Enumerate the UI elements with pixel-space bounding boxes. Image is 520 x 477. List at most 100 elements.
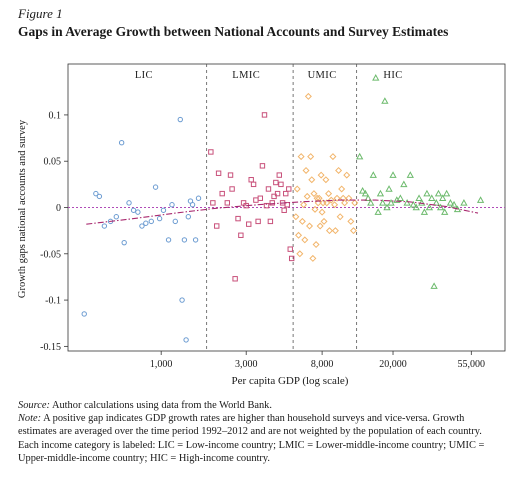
- point-lmic-15: [250, 181, 257, 188]
- point-hic-0: [356, 152, 364, 160]
- x-axis-label: Per capita GDP (log scale): [232, 375, 349, 387]
- point-umic-15: [310, 190, 318, 198]
- point-umic-6: [300, 201, 308, 209]
- point-lic-18: [169, 202, 175, 208]
- point-hic-7: [374, 208, 382, 215]
- point-lic-19: [172, 218, 178, 225]
- point-hic-32: [439, 194, 447, 201]
- point-hic-3: [364, 194, 372, 201]
- point-hic-36: [450, 200, 458, 208]
- point-lmic-25: [271, 193, 277, 200]
- series-hic: [356, 74, 485, 289]
- point-lic-16: [160, 207, 167, 213]
- y-tick-label-3: -0.05: [40, 249, 61, 260]
- point-lmic-13: [246, 221, 252, 227]
- point-umic-20: [315, 194, 323, 202]
- point-umic-3: [296, 250, 304, 258]
- point-hic-9: [379, 199, 387, 206]
- point-hic-34: [443, 189, 451, 197]
- scatter-chart: LIC LMIC UMIC HIC 1,000 3,000 8,000 20,000 55,0…: [17, 63, 506, 387]
- point-lic-1: [93, 190, 99, 197]
- point-umic-27: [323, 199, 331, 207]
- point-umic-18: [313, 194, 321, 202]
- region-labels: LIC LMIC UMIC HIC: [135, 70, 402, 81]
- point-umic-30: [327, 196, 335, 204]
- point-umic-25: [320, 217, 328, 225]
- point-lic-3: [101, 223, 108, 229]
- point-lmic-22: [265, 186, 272, 192]
- point-umic-36: [336, 213, 344, 221]
- point-lic-6: [118, 139, 125, 146]
- source-text: Author calculations using data from the …: [49, 400, 272, 411]
- point-lmic-27: [274, 190, 281, 197]
- point-umic-13: [308, 176, 316, 184]
- point-umic-10: [304, 92, 312, 100]
- point-umic-14: [309, 254, 317, 262]
- x-tick-label-4: 55,000: [458, 359, 486, 370]
- point-hic-5: [369, 171, 377, 178]
- point-lic-21: [179, 297, 185, 303]
- series-lmic: [208, 112, 295, 282]
- point-umic-29: [325, 227, 333, 235]
- point-umic-26: [322, 176, 330, 184]
- y-tick-label-5: -0.15: [40, 342, 61, 353]
- point-hic-27: [428, 194, 436, 201]
- x-tick-label-2: 8,000: [311, 359, 334, 370]
- point-hic-14: [389, 171, 397, 178]
- point-umic-21: [316, 222, 324, 230]
- region-label-lmic: LMIC: [232, 70, 260, 81]
- series-lic: [81, 116, 202, 343]
- point-hic-38: [460, 199, 468, 206]
- point-lic-0: [81, 311, 87, 317]
- point-lic-2: [96, 193, 103, 200]
- source-label: Source:: [18, 400, 50, 411]
- point-hic-33: [441, 208, 449, 215]
- point-hic-1: [358, 187, 367, 194]
- point-umic-9: [303, 192, 311, 200]
- y-axis: 0.1 0.05 0 -0.05 -0.1 -0.15: [40, 110, 68, 353]
- point-umic-35: [335, 166, 343, 174]
- point-lmic-26: [273, 179, 279, 186]
- point-lmic-5: [224, 200, 231, 206]
- x-tick-label-0: 1,000: [150, 359, 173, 370]
- point-umic-8: [302, 166, 310, 174]
- point-umic-0: [292, 213, 300, 221]
- point-lmic-17: [255, 218, 261, 225]
- point-lmic-0: [208, 149, 214, 155]
- point-hic-23: [418, 199, 426, 206]
- point-hic-2: [361, 189, 370, 197]
- point-umic-2: [295, 231, 303, 239]
- point-lic-5: [113, 214, 120, 220]
- point-lic-13: [148, 218, 154, 225]
- x-axis: 1,000 3,000 8,000 20,000 55,000: [150, 351, 485, 370]
- point-umic-40: [343, 171, 351, 179]
- point-umic-11: [306, 222, 314, 230]
- point-umic-42: [347, 217, 355, 225]
- point-umic-31: [329, 153, 337, 161]
- y-tick-label-2: 0: [56, 203, 61, 214]
- point-lmic-33: [284, 202, 290, 208]
- note-label: Note:: [18, 413, 42, 425]
- x-tick-label-1: 3,000: [235, 359, 258, 370]
- point-hic-39: [476, 196, 485, 203]
- point-lic-12: [143, 220, 149, 226]
- point-hic-30: [434, 189, 443, 197]
- point-lmic-28: [276, 172, 282, 178]
- point-lmic-8: [232, 276, 238, 282]
- point-hic-16: [396, 194, 405, 201]
- point-hic-31: [436, 203, 445, 211]
- point-lmic-2: [214, 223, 220, 229]
- point-umic-16: [311, 205, 319, 213]
- point-lmic-18: [257, 195, 264, 201]
- figure-notes: Source: Author calculations using data f…: [18, 399, 504, 465]
- point-hic-8: [376, 189, 385, 197]
- point-hic-26: [425, 203, 434, 211]
- point-lic-15: [156, 215, 163, 222]
- point-umic-37: [338, 185, 346, 193]
- point-lmic-7: [229, 186, 235, 192]
- point-umic-41: [345, 194, 353, 202]
- point-lic-7: [121, 239, 127, 246]
- point-lmic-14: [248, 177, 254, 183]
- point-hic-19: [406, 171, 414, 178]
- region-label-hic: HIC: [383, 70, 402, 81]
